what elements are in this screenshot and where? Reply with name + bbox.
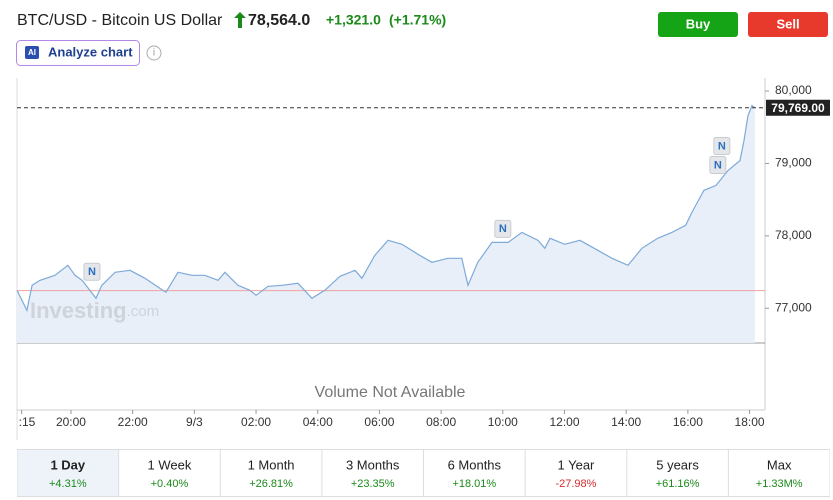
- period-label[interactable]: 5 years: [656, 457, 699, 472]
- period-tab[interactable]: [627, 450, 728, 496]
- period-tab[interactable]: [322, 450, 423, 496]
- x-tick-label: 12:00: [549, 415, 579, 429]
- area: [17, 105, 755, 343]
- period-change: +23.35%: [351, 478, 395, 490]
- info-icon-i: i: [153, 48, 155, 59]
- x-tick-label: 14:00: [611, 415, 641, 429]
- period-label[interactable]: 6 Months: [448, 457, 502, 472]
- period-label[interactable]: 3 Months: [346, 457, 400, 472]
- period-label[interactable]: 1 Day: [50, 457, 85, 472]
- x-tick-label: 10:00: [488, 415, 518, 429]
- title: BTC/USD - Bitcoin US Dollar: [17, 12, 223, 29]
- buy-button[interactable]: [658, 12, 738, 37]
- buy-label[interactable]: Buy: [686, 16, 711, 31]
- x-tick-label: 9/3: [186, 415, 203, 429]
- period-tab[interactable]: [424, 450, 525, 496]
- x-tick-label: 04:00: [303, 415, 333, 429]
- period-label[interactable]: 1 Year: [558, 457, 596, 472]
- price: 78,564.0: [248, 12, 310, 29]
- period-tab[interactable]: [728, 450, 830, 496]
- last-price-box: [766, 99, 830, 116]
- volume-note: Volume Not Available: [315, 384, 466, 401]
- period-tab[interactable]: [525, 450, 627, 496]
- info-icon[interactable]: [146, 45, 162, 61]
- x-tick-label: 06:00: [364, 415, 394, 429]
- news-marker-label: N: [714, 159, 722, 171]
- x-tick-label: :15: [19, 415, 36, 429]
- news-marker[interactable]: [709, 155, 727, 174]
- period-change: -27.98%: [555, 478, 596, 490]
- y-tick-label: 80,000: [775, 83, 812, 97]
- y-tick-label: 79,000: [775, 156, 812, 170]
- period-change: +1.33M%: [756, 478, 803, 490]
- news-marker[interactable]: [494, 219, 512, 238]
- x-tick-label: 16:00: [673, 415, 703, 429]
- analyze-button[interactable]: [16, 40, 140, 66]
- ai-badge: [25, 46, 39, 59]
- x-tick-label: 18:00: [735, 415, 765, 429]
- period-tab[interactable]: [220, 450, 322, 496]
- period-label[interactable]: 1 Week: [148, 457, 192, 472]
- sell-label[interactable]: Sell: [776, 16, 799, 31]
- period-tab[interactable]: [119, 450, 220, 496]
- change-pct: (+1.71%): [389, 12, 446, 28]
- price-line: [16, 104, 756, 313]
- news-marker-label: N: [499, 223, 507, 235]
- watermark-main: Investing: [30, 298, 127, 323]
- period-change: +0.40%: [151, 478, 189, 490]
- period-label[interactable]: 1 Month: [248, 457, 295, 472]
- x-tick-label: 02:00: [241, 415, 271, 429]
- period-tab[interactable]: [17, 450, 119, 496]
- x-tick-label: 20:00: [56, 415, 86, 429]
- news-marker[interactable]: [83, 262, 101, 281]
- analyze-label[interactable]: Analyze chart: [48, 44, 133, 59]
- period-change: +26.81%: [249, 478, 293, 490]
- ai-badge-text: AI: [28, 48, 36, 57]
- change: +1,321.0: [326, 12, 381, 28]
- period-change: +61.16%: [656, 478, 700, 490]
- period-change: +18.01%: [452, 478, 496, 490]
- period-label[interactable]: Max: [767, 457, 792, 472]
- watermark-suffix: .com: [127, 303, 160, 320]
- watermark: Investing.com: [30, 298, 159, 323]
- news-marker[interactable]: [713, 136, 731, 155]
- x-tick-label: 22:00: [118, 415, 148, 429]
- last-price-label: 79,769.00: [771, 101, 825, 115]
- y-tick-label: 77,000: [775, 300, 812, 314]
- news-marker-label: N: [88, 266, 96, 278]
- up-arrow: [234, 12, 246, 28]
- x-tick-label: 08:00: [426, 415, 456, 429]
- sell-button[interactable]: [748, 12, 828, 37]
- period-change: +4.31%: [49, 478, 87, 490]
- y-tick-label: 78,000: [775, 228, 812, 242]
- news-marker-label: N: [718, 140, 726, 152]
